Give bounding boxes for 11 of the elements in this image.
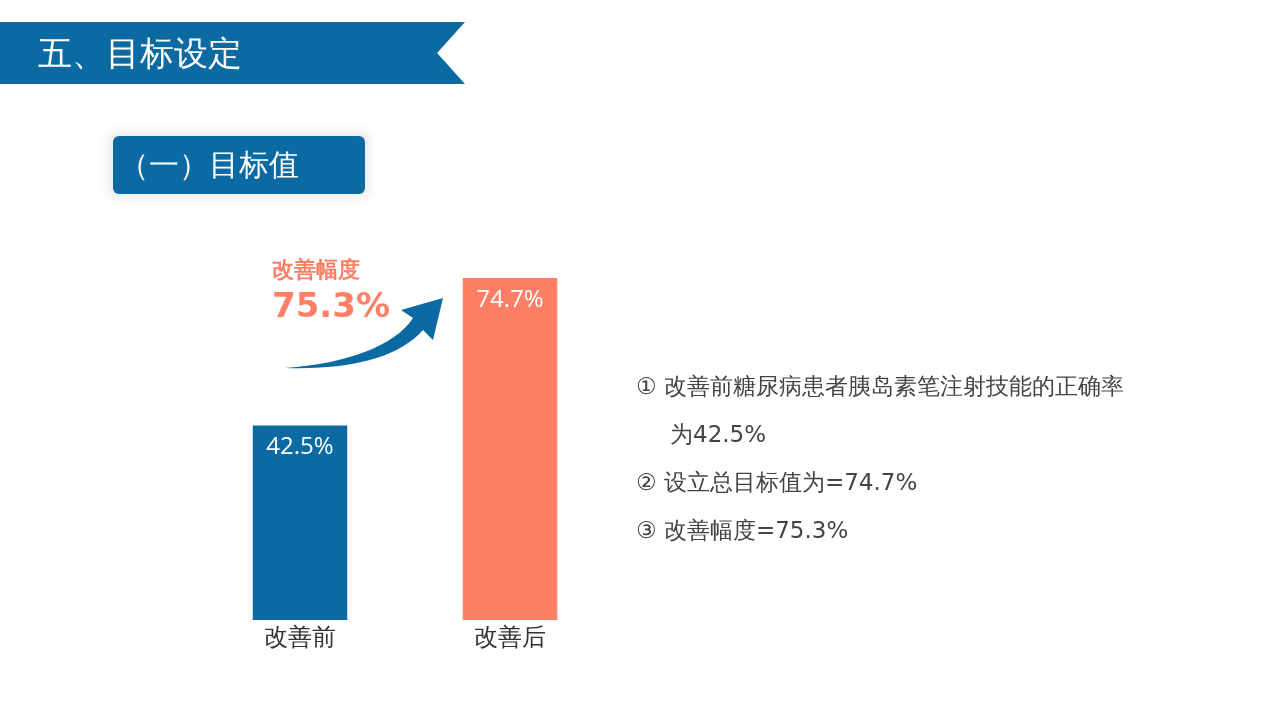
x-tick-label: 改善后	[474, 619, 546, 652]
annotation: 75.3%	[272, 285, 390, 325]
text: ① 改善前糖尿病患者胰岛素笔注射技能的正确率为42.5%	[636, 372, 1125, 449]
chart-subtitle: （一）目标值	[113, 136, 365, 194]
data-label: 42.5%	[266, 428, 334, 462]
chart-title: 五、目标设定	[0, 22, 465, 84]
x-tick-label: 改善前	[264, 619, 336, 652]
text: ③ 改善幅度=75.3%	[636, 516, 850, 545]
data-label: 74.7%	[476, 281, 544, 314]
text: ② 设立总目标值为=74.7%	[636, 468, 919, 497]
annotation: 改善幅度	[272, 256, 360, 284]
